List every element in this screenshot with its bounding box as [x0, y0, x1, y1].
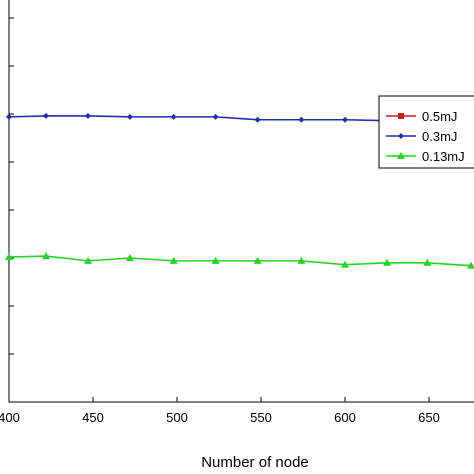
plot-area [8, 0, 474, 403]
data-point [211, 256, 220, 264]
data-point [398, 113, 404, 119]
data-point [212, 113, 219, 120]
x-tick-label: 400 [0, 410, 20, 425]
legend-label: 0.5mJ [422, 109, 457, 124]
data-point [398, 133, 404, 139]
legend-item: 0.5mJ [386, 109, 457, 124]
series-line [8, 255, 472, 267]
x-tick-label: 600 [334, 410, 356, 425]
data-point [341, 260, 349, 268]
x-tick-label: 450 [82, 410, 104, 425]
x-axis-title: Number of node [201, 454, 309, 471]
data-point [83, 256, 92, 264]
data-point [41, 252, 50, 260]
data-point [170, 113, 177, 120]
data-point [5, 253, 13, 261]
data-point [297, 256, 306, 264]
data-point [298, 116, 305, 123]
data-point [126, 113, 133, 120]
x-tick-label: 550 [250, 410, 272, 425]
data-point [383, 258, 391, 266]
x-tick-label: 500 [166, 410, 188, 425]
data-point [253, 256, 262, 264]
data-point [467, 261, 474, 269]
data-point [125, 254, 134, 261]
data-point [342, 116, 348, 123]
data-point [84, 112, 91, 119]
legend-label: 0.3mJ [422, 129, 457, 144]
data-point [397, 152, 405, 159]
legend: 0.5mJ 0.3mJ 0.13mJ [378, 95, 474, 169]
x-axis-ticks: 400 450 500 550 600 650 [0, 397, 440, 425]
legend-label: 0.13mJ [422, 149, 465, 164]
data-point [6, 113, 12, 120]
data-point [423, 258, 432, 266]
data-point [42, 112, 49, 119]
data-point [254, 116, 261, 123]
x-tick-label: 650 [418, 410, 440, 425]
series-0.13mJ [5, 252, 474, 269]
legend-item: 0.3mJ [386, 129, 457, 144]
legend-item: 0.13mJ [386, 149, 465, 164]
data-point [169, 256, 178, 264]
